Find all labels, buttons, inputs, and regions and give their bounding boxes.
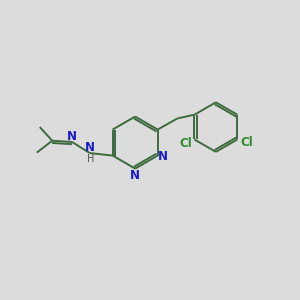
Text: N: N (67, 130, 77, 143)
Text: N: N (85, 141, 95, 154)
Text: Cl: Cl (240, 136, 253, 149)
Text: Cl: Cl (179, 137, 192, 150)
Text: N: N (158, 150, 168, 163)
Text: H: H (87, 154, 95, 164)
Text: N: N (130, 169, 140, 182)
